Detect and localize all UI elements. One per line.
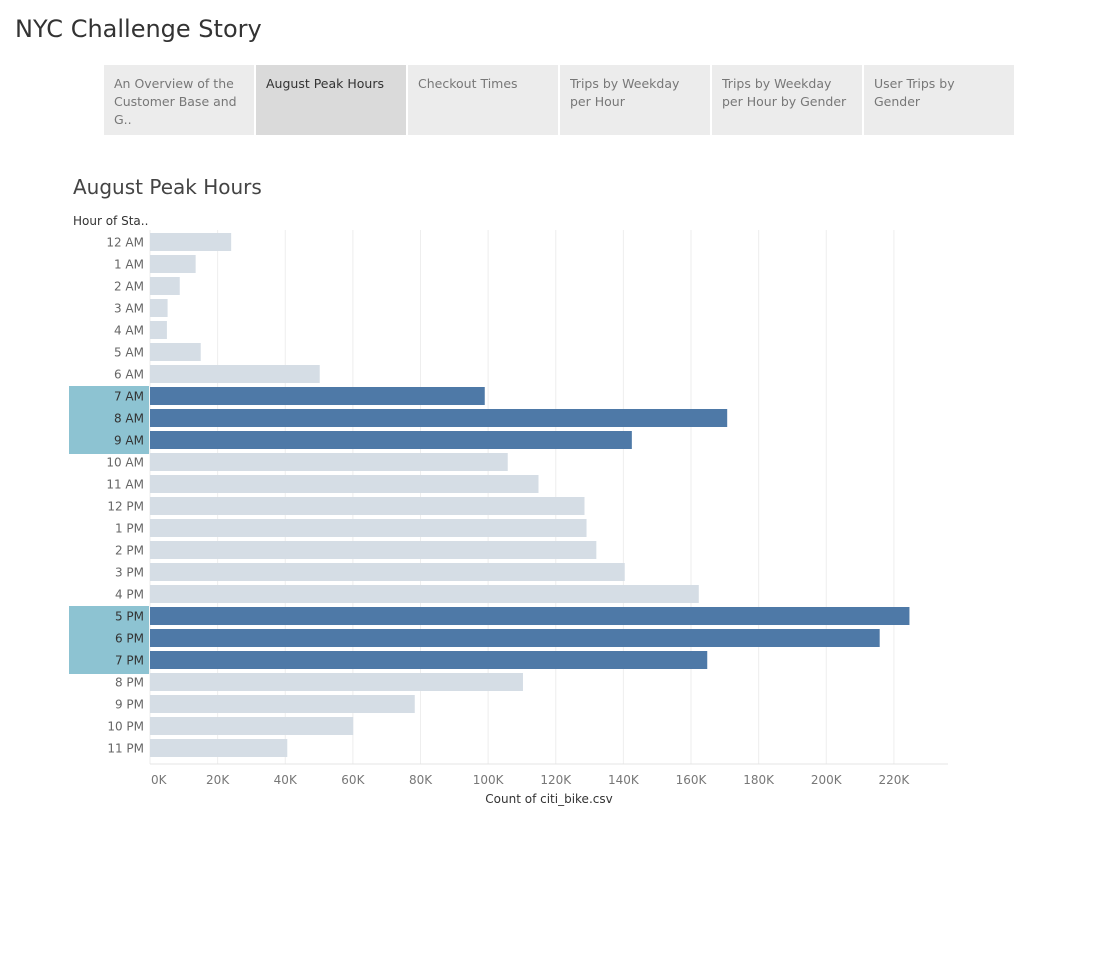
- row-label: 12 AM: [106, 236, 144, 250]
- row-label: 12 PM: [107, 500, 144, 514]
- highlight-label-band: [69, 386, 149, 454]
- row-label: 8 PM: [115, 676, 144, 690]
- x-tick-label: 20K: [206, 773, 230, 787]
- bar[interactable]: [150, 277, 180, 295]
- bar[interactable]: [150, 563, 625, 581]
- row-label: 1 PM: [115, 522, 144, 536]
- bar[interactable]: [150, 519, 587, 537]
- x-tick-label: 0K: [151, 773, 168, 787]
- row-label: 8 AM: [114, 412, 144, 426]
- bar[interactable]: [150, 739, 288, 757]
- row-label: 10 AM: [106, 456, 144, 470]
- bar[interactable]: [150, 475, 539, 493]
- row-label: 3 PM: [115, 566, 144, 580]
- row-label: 7 AM: [114, 390, 144, 404]
- bar[interactable]: [150, 387, 485, 405]
- bar[interactable]: [150, 585, 699, 603]
- bar[interactable]: [150, 695, 415, 713]
- row-label: 1 AM: [114, 258, 144, 272]
- bar[interactable]: [150, 299, 168, 317]
- bar[interactable]: [150, 431, 632, 449]
- highlight-label-band: [69, 606, 149, 674]
- x-tick-label: 160K: [676, 773, 708, 787]
- x-tick-label: 220K: [879, 773, 911, 787]
- x-tick-label: 140K: [608, 773, 640, 787]
- tab-label: An Overview of the Customer Base and G..: [114, 76, 237, 127]
- tab-checkout-times[interactable]: Checkout Times: [408, 65, 558, 135]
- bar[interactable]: [150, 365, 320, 383]
- row-label: 5 AM: [114, 346, 144, 360]
- tab-label: User Trips by Gender: [874, 76, 955, 109]
- story-title: NYC Challenge Story: [15, 15, 262, 43]
- tab-label: Checkout Times: [418, 76, 518, 91]
- tab-user-trips-by-gender[interactable]: User Trips by Gender: [864, 65, 1014, 135]
- bar[interactable]: [150, 651, 708, 669]
- tab-trips-by-weekday-hour-gender[interactable]: Trips by Weekday per Hour by Gender: [712, 65, 862, 135]
- row-label: 3 AM: [114, 302, 144, 316]
- dimension-header: Hour of Sta..: [73, 214, 149, 228]
- row-label: 9 PM: [115, 698, 144, 712]
- row-label: 11 PM: [107, 742, 144, 756]
- row-label: 10 PM: [107, 720, 144, 734]
- sheet-title: August Peak Hours: [73, 175, 262, 199]
- x-axis-title: Count of citi_bike.csv: [485, 792, 613, 806]
- bar[interactable]: [150, 497, 585, 515]
- x-tick-label: 60K: [341, 773, 365, 787]
- bar[interactable]: [150, 717, 354, 735]
- x-tick-label: 80K: [409, 773, 433, 787]
- x-tick-label: 200K: [811, 773, 843, 787]
- bar[interactable]: [150, 409, 728, 427]
- row-label: 2 PM: [115, 544, 144, 558]
- row-label: 6 AM: [114, 368, 144, 382]
- tab-label: Trips by Weekday per Hour: [570, 76, 680, 109]
- row-label: 4 AM: [114, 324, 144, 338]
- x-tick-label: 120K: [540, 773, 572, 787]
- tab-label: August Peak Hours: [266, 76, 384, 91]
- story-tabs: An Overview of the Customer Base and G..…: [104, 65, 1014, 135]
- tab-overview[interactable]: An Overview of the Customer Base and G..: [104, 65, 254, 135]
- row-label: 9 AM: [114, 434, 144, 448]
- tab-august-peak-hours[interactable]: August Peak Hours: [256, 65, 406, 135]
- bar[interactable]: [150, 343, 201, 361]
- row-label: 4 PM: [115, 588, 144, 602]
- bar[interactable]: [150, 607, 910, 625]
- row-label: 5 PM: [115, 610, 144, 624]
- bar[interactable]: [150, 453, 508, 471]
- row-label: 6 PM: [115, 632, 144, 646]
- tab-trips-by-weekday-per-hour[interactable]: Trips by Weekday per Hour: [560, 65, 710, 135]
- bar[interactable]: [150, 255, 196, 273]
- bar[interactable]: [150, 233, 232, 251]
- row-label: 2 AM: [114, 280, 144, 294]
- row-label: 7 PM: [115, 654, 144, 668]
- x-tick-label: 100K: [473, 773, 505, 787]
- bar[interactable]: [150, 629, 880, 647]
- x-tick-label: 40K: [274, 773, 298, 787]
- bar[interactable]: [150, 321, 167, 339]
- tab-label: Trips by Weekday per Hour by Gender: [722, 76, 847, 109]
- bar[interactable]: [150, 673, 523, 691]
- bar[interactable]: [150, 541, 597, 559]
- row-label: 11 AM: [106, 478, 144, 492]
- x-tick-label: 180K: [743, 773, 775, 787]
